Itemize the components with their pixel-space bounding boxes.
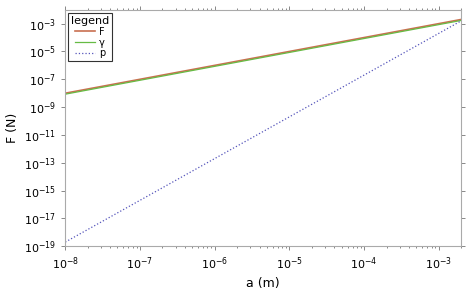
- F: [223, 62, 228, 65]
- F: [378, 33, 384, 36]
- Line: p: p: [65, 21, 461, 242]
- X-axis label: a (m): a (m): [246, 277, 280, 290]
- F: [334, 41, 340, 44]
- Line: F: F: [65, 20, 461, 93]
- γ: [237, 60, 243, 63]
- F: [458, 18, 464, 21]
- p: [223, 151, 228, 154]
- γ: [63, 92, 68, 96]
- p: [237, 143, 243, 147]
- F: [103, 84, 108, 87]
- F: [237, 59, 243, 62]
- γ: [378, 33, 384, 37]
- p: [334, 88, 340, 92]
- γ: [458, 19, 464, 22]
- Legend: F, γ, p: F, γ, p: [68, 13, 112, 61]
- γ: [103, 85, 108, 89]
- p: [103, 218, 108, 221]
- p: [63, 240, 68, 244]
- p: [458, 19, 464, 22]
- γ: [334, 42, 340, 45]
- γ: [371, 35, 377, 38]
- γ: [223, 62, 228, 66]
- p: [371, 68, 377, 71]
- p: [378, 64, 384, 67]
- Line: γ: γ: [65, 20, 461, 94]
- Y-axis label: F (N): F (N): [6, 113, 18, 143]
- F: [63, 91, 68, 95]
- F: [371, 34, 377, 38]
